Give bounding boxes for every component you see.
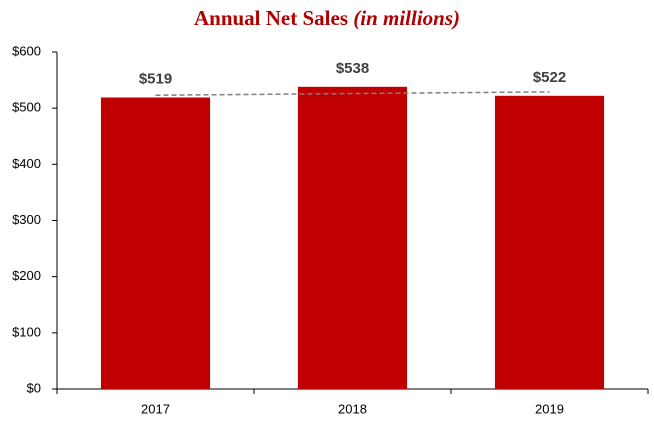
x-tick-label: 2019 (535, 401, 564, 416)
bar (297, 86, 408, 389)
y-tick-label: $100 (12, 324, 41, 339)
y-tick-label: $500 (12, 100, 41, 115)
value-label: $522 (533, 69, 566, 86)
value-label: $519 (139, 70, 172, 87)
chart-title-group: Annual Net Sales (in millions) (194, 6, 460, 30)
chart-title: Annual Net Sales (194, 6, 348, 30)
chart-title-unit: (in millions) (353, 6, 460, 30)
x-tick-label: 2017 (141, 401, 170, 416)
bar (100, 97, 211, 390)
value-label: $538 (336, 60, 369, 77)
y-tick-label: $400 (12, 156, 41, 171)
y-tick-label: $200 (12, 268, 41, 283)
y-tick-label: $0 (27, 380, 41, 395)
bar (494, 95, 605, 389)
x-tick-label: 2018 (338, 401, 367, 416)
trendline (155, 91, 550, 96)
y-tick-label: $600 (12, 43, 41, 58)
y-tick-label: $300 (12, 212, 41, 227)
